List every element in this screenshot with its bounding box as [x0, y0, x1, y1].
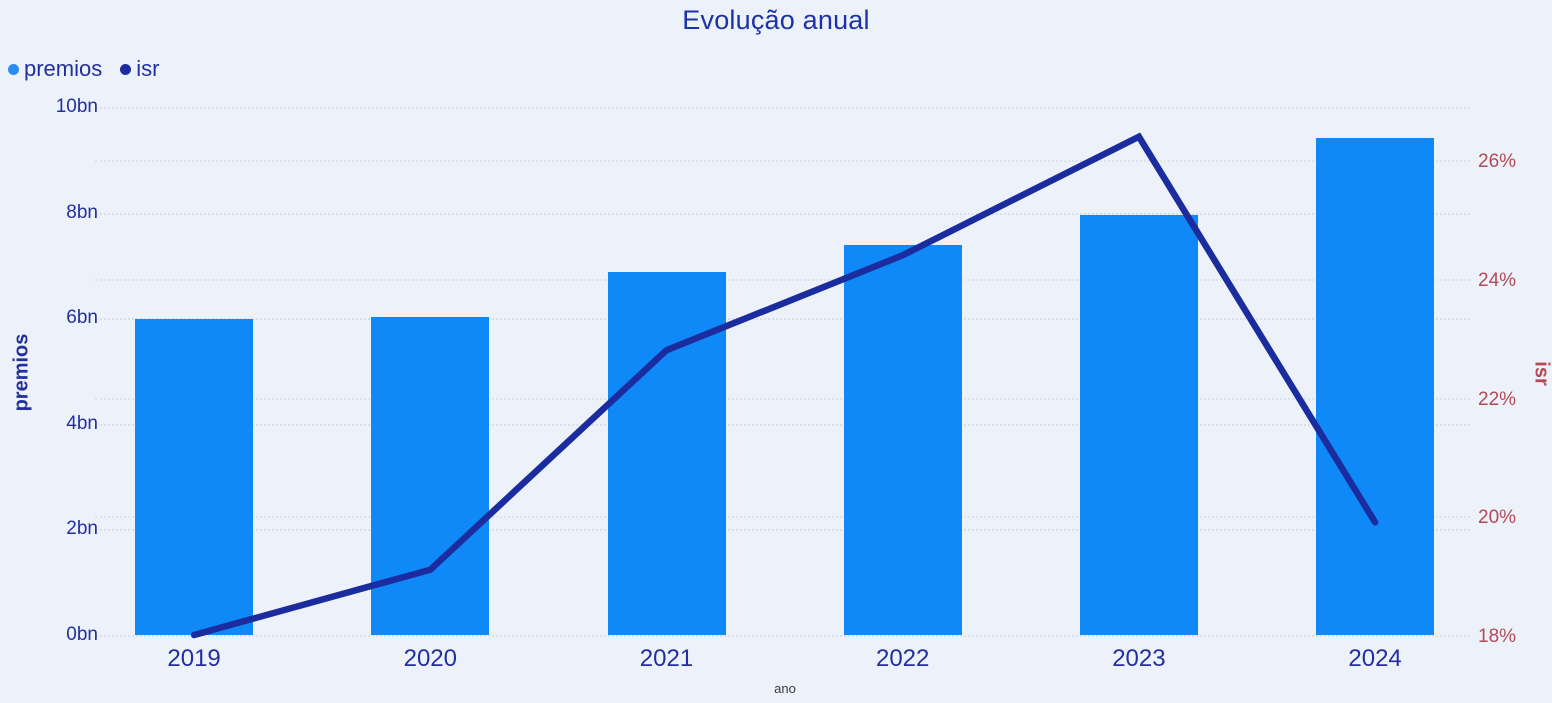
left-axis-tick: 2bn: [66, 518, 98, 540]
bar-premios-2019[interactable]: [135, 319, 254, 635]
x-axis-label-2023: 2023: [1112, 645, 1166, 672]
gridline-left-6bn: [95, 318, 1470, 321]
left-axis-tick: 4bn: [66, 412, 98, 434]
gridline-left-4bn: [95, 423, 1470, 426]
bar-premios-2020[interactable]: [371, 317, 490, 635]
bar-premios-2022[interactable]: [843, 245, 962, 635]
x-axis-label-2021: 2021: [639, 645, 694, 672]
left-axis-tick: 0bn: [66, 624, 98, 645]
x-axis-title: ano: [774, 681, 796, 696]
gridline-left-8bn: [95, 212, 1470, 215]
left-axis-title: premios: [10, 333, 33, 412]
legend-dot-icon: [8, 63, 19, 75]
legend-label: isr: [136, 56, 160, 81]
gridline-left-0bn: [95, 635, 1470, 637]
gridline-left-2bn: [95, 529, 1470, 532]
left-axis-tick: 6bn: [66, 307, 98, 329]
legend-item-premios[interactable]: premios: [8, 56, 102, 82]
left-axis-tick: 8bn: [66, 201, 98, 223]
legend-item-isr[interactable]: isr: [120, 56, 159, 82]
bar-premios-2024[interactable]: [1316, 138, 1435, 635]
right-axis-tick: 18%: [1478, 626, 1517, 647]
gridline-right-24%: [95, 279, 1470, 282]
gridline-left-10bn: [95, 107, 1470, 109]
gridline-right-20%: [95, 516, 1470, 519]
gridline-right-22%: [95, 397, 1470, 400]
legend: premios isr: [8, 56, 159, 82]
left-axis-tick: 10bn: [55, 96, 98, 117]
right-axis-tick: 24%: [1478, 270, 1517, 292]
bar-premios-2023[interactable]: [1079, 215, 1198, 635]
bar-premios-2021[interactable]: [607, 272, 726, 635]
chart-title: Evolução anual: [682, 5, 870, 35]
x-axis-label-2019: 2019: [167, 645, 221, 672]
right-axis-tick: 26%: [1478, 151, 1517, 173]
right-axis-title: isr: [1530, 361, 1552, 386]
right-axis-tick: 22%: [1478, 388, 1517, 410]
x-axis-label-2020: 2020: [403, 645, 457, 672]
right-axis-tick: 20%: [1478, 507, 1517, 529]
legend-label: premios: [24, 56, 103, 81]
x-axis-label-2024: 2024: [1348, 645, 1402, 672]
legend-dot-icon: [120, 63, 132, 75]
x-axis-label-2022: 2022: [875, 645, 930, 672]
gridline-right-26%: [95, 160, 1470, 163]
